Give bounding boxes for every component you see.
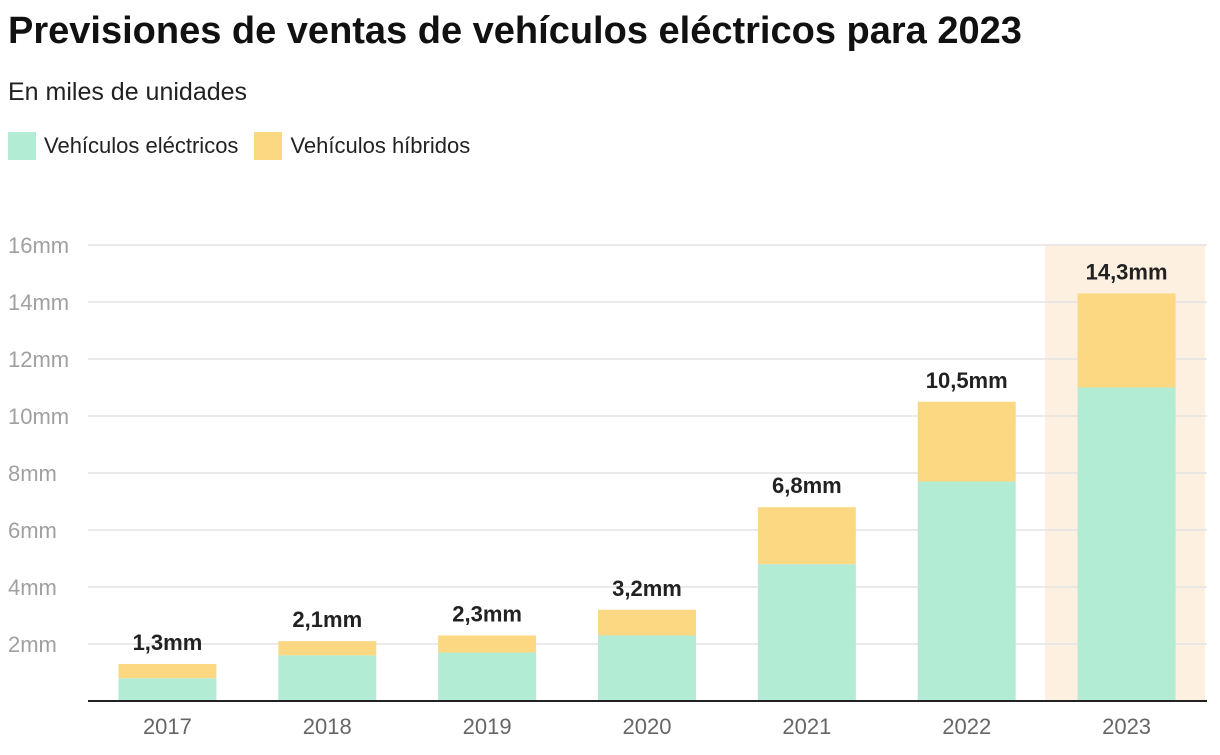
x-tick-label: 2019 (463, 714, 512, 739)
bar-segment-hybrid (278, 641, 377, 656)
chart-title: Previsiones de ventas de vehículos eléct… (8, 10, 1022, 52)
bar-segment-electric (757, 564, 856, 701)
data-label: 1,3mm (133, 630, 203, 655)
bar-segment-electric (598, 635, 696, 701)
legend-item-hybrid: Vehículos híbridos (254, 132, 470, 160)
y-tick-label: 2mm (8, 632, 57, 657)
x-tick-label: 2021 (782, 714, 831, 739)
y-tick-label: 8mm (8, 461, 57, 486)
data-label: 3,2mm (612, 576, 682, 601)
data-label: 2,3mm (452, 601, 522, 626)
legend-label-electric: Vehículos eléctricos (44, 133, 239, 158)
bar-segment-electric (278, 655, 377, 701)
legend-swatch-electric (8, 132, 36, 160)
y-tick-label: 12mm (8, 347, 69, 372)
y-tick-label: 6mm (8, 518, 57, 543)
data-label: 14,3mm (1086, 259, 1168, 284)
bar-segment-electric (438, 652, 537, 701)
legend-swatch-hybrid (254, 132, 283, 160)
data-label: 6,8mm (772, 473, 842, 498)
y-tick-label: 10mm (8, 404, 69, 429)
y-tick-label: 4mm (8, 575, 57, 600)
bar-segment-hybrid (1077, 293, 1176, 388)
x-tick-label: 2022 (942, 714, 991, 739)
data-label: 2,1mm (292, 607, 362, 632)
y-tick-label: 16mm (8, 233, 69, 258)
x-tick-label: 2018 (303, 714, 352, 739)
x-tick-label: 2023 (1102, 714, 1151, 739)
chart-subtitle: En miles de unidades (8, 78, 248, 106)
bar-segment-electric (917, 481, 1016, 701)
bar-segment-hybrid (917, 401, 1016, 482)
bar-segment-hybrid (757, 507, 856, 565)
y-tick-label: 14mm (8, 290, 69, 315)
bar-segment-hybrid (118, 663, 217, 679)
legend: Vehículos eléctricos Vehículos híbridos (8, 132, 470, 160)
bar-segment-hybrid (598, 609, 696, 636)
x-tick-label: 2020 (623, 714, 672, 739)
legend-label-hybrid: Vehículos híbridos (290, 133, 471, 158)
bar-segment-electric (118, 678, 217, 701)
bar-segment-electric (1077, 387, 1176, 701)
bar-segment-hybrid (438, 635, 537, 653)
data-label: 10,5mm (926, 368, 1008, 393)
legend-item-electric: Vehículos eléctricos (8, 132, 238, 160)
x-tick-label: 2017 (143, 714, 192, 739)
